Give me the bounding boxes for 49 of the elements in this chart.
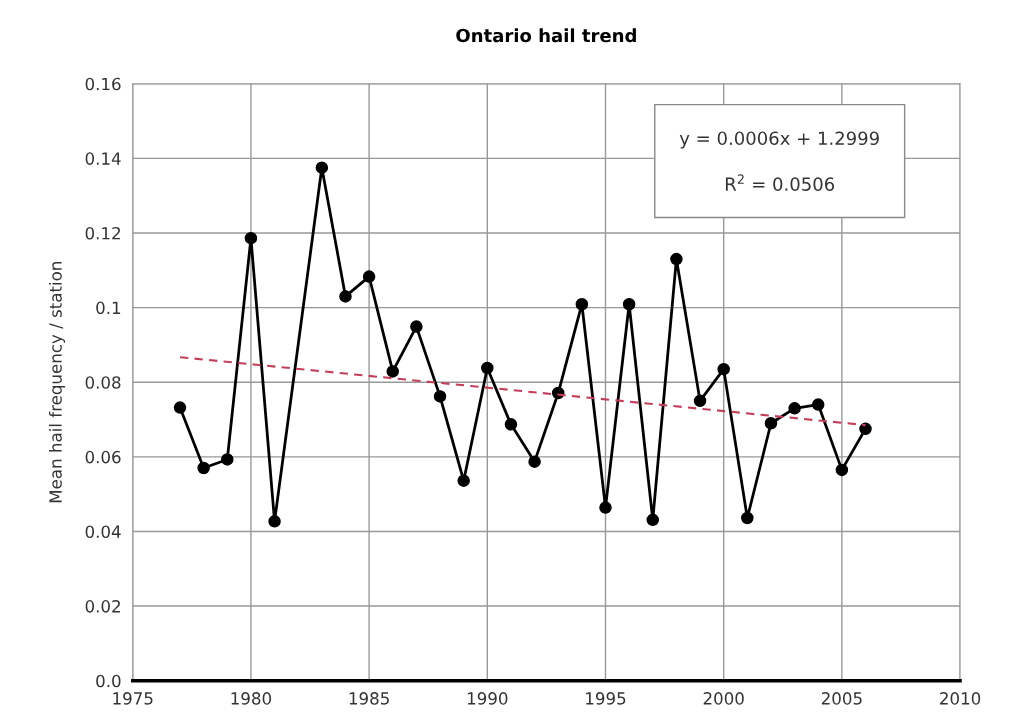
point [433,390,447,403]
x-tick-label: 1985 [349,692,389,705]
chart-title: Ontario hail trend [456,28,636,43]
point [741,511,754,525]
point [173,401,187,414]
point [268,515,281,528]
point [764,416,778,430]
point [599,501,612,514]
x-tick-label: 2000 [703,692,744,705]
x-tick-label: 2005 [821,692,862,705]
annotation: y = 0.0006x + 1.2999 [679,131,879,149]
y-tick-label: 0.08 [85,376,121,389]
y-tick-label: 0.0 [96,674,121,688]
y-tick-label: 0.02 [85,600,120,613]
y-tick-label: 0.06 [85,450,121,464]
point [859,422,872,436]
point [481,361,494,375]
point [504,418,518,431]
point [717,362,730,376]
y-tick-label: 0.14 [85,152,121,165]
point [457,474,470,487]
point [386,365,400,378]
x-tick-label: 1980 [231,692,272,705]
point [835,463,849,477]
point [197,461,210,475]
annotation: R$^{2}$ = 0.0506 [725,174,835,191]
y-tick-label: 0.1 [96,301,121,315]
x-tick-label: 2010 [940,692,981,705]
point [410,320,423,333]
point [811,398,825,411]
point [693,394,707,408]
point [362,270,376,283]
x-tick-label: 1975 [113,692,153,705]
point [646,513,660,527]
y-tick-label: 0.16 [85,77,121,91]
point [339,290,352,303]
point [315,161,329,174]
x-tick-label: 1990 [467,692,508,705]
y-tick-label: 0.04 [85,525,121,539]
x-tick-label: 1995 [586,692,626,705]
y-axis-title: Mean hail frequency / station [48,262,66,503]
point [622,297,636,311]
point [670,252,683,266]
y-tick-label: 0.12 [85,226,120,240]
point [244,231,258,245]
point [575,297,589,311]
point [788,402,801,415]
point [221,453,234,466]
point [528,455,541,468]
